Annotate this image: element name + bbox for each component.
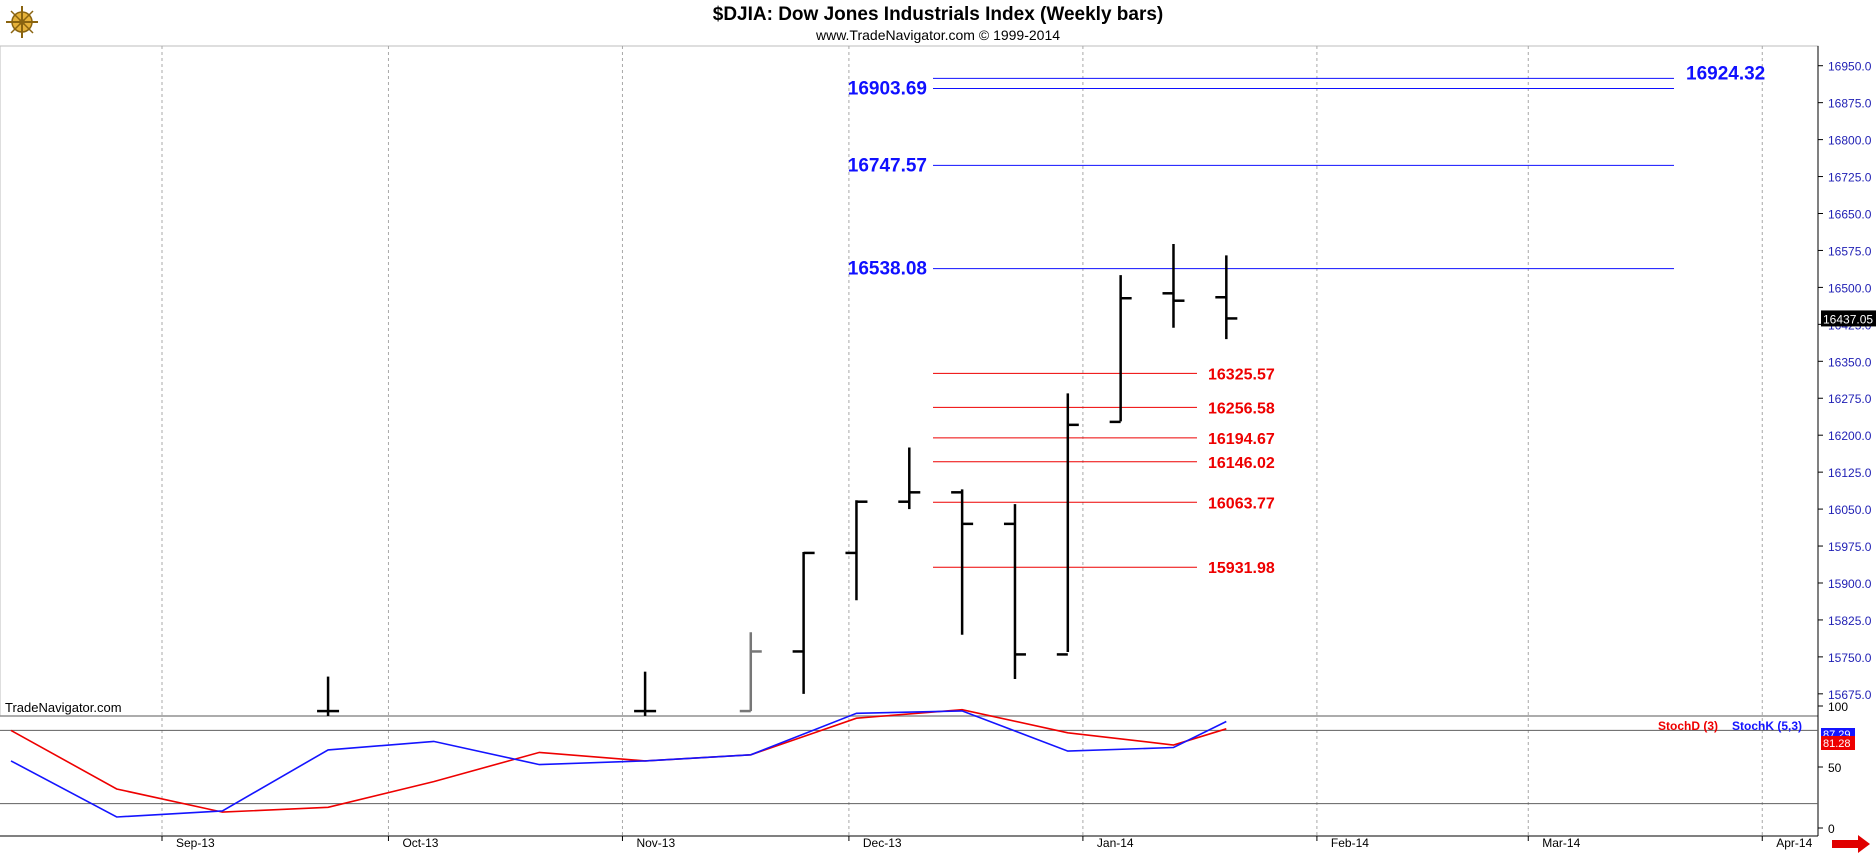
ohlc-bar <box>1215 255 1238 340</box>
resistance-label: 16747.57 <box>848 155 927 176</box>
ohlc-bar <box>1109 275 1132 424</box>
chart-title: $DJIA: Dow Jones Industrials Index (Week… <box>713 4 1164 25</box>
y-tick-label: 15675.0 <box>1828 688 1872 702</box>
stoch-y-tick-label: 0 <box>1828 822 1835 836</box>
price-axis: 16950.0 16875.0 16800.0 16725.0 16650.0 16575… <box>1818 60 1876 702</box>
stoch-y-tick-label: 100 <box>1828 700 1848 714</box>
stoch-series-line <box>10 710 1227 818</box>
stoch-y-tick-label: 50 <box>1828 761 1842 775</box>
y-tick-label: 16125.0 <box>1828 466 1872 480</box>
x-tick-label: Apr-14 <box>1776 836 1812 850</box>
y-tick-label: 16725.0 <box>1828 171 1872 185</box>
y-tick-label: 16650.0 <box>1828 208 1872 222</box>
price-levels: 16924.32 16903.69 16747.57 16538.08 16325.57… <box>848 63 1766 577</box>
stoch-series-line <box>10 708 1227 813</box>
ohlc-bar <box>1162 244 1185 328</box>
ohlc-bar <box>792 551 815 694</box>
y-tick-label: 16050.0 <box>1828 503 1872 517</box>
chart-subtitle: www.TradeNavigator.com © 1999-2014 <box>815 27 1060 43</box>
x-tick-label: Dec-13 <box>863 836 902 850</box>
x-tick-label: Oct-13 <box>402 836 438 850</box>
stoch-legend-label: StochD (3) <box>1658 719 1718 733</box>
y-tick-label: 16500.0 <box>1828 281 1872 295</box>
ohlc-bar <box>317 676 340 716</box>
ohlc-bar <box>845 500 868 601</box>
y-tick-label: 15750.0 <box>1828 651 1872 665</box>
resistance-label: 16903.69 <box>848 79 927 100</box>
ohlc-bar <box>634 671 657 716</box>
arrow-right-icon[interactable] <box>1832 835 1870 853</box>
ohlc-bars <box>317 244 1238 716</box>
y-tick-label: 16200.0 <box>1828 429 1872 443</box>
support-label: 15931.98 <box>1208 560 1275 577</box>
y-tick-label: 15975.0 <box>1828 540 1872 554</box>
stoch-d-value-box <box>1821 736 1855 750</box>
y-tick-label: 16950.0 <box>1828 60 1872 74</box>
resistance-label: 16538.08 <box>848 259 927 280</box>
support-label: 16194.67 <box>1208 431 1275 448</box>
y-tick-label: 16800.0 <box>1828 134 1872 148</box>
stoch-legend-label: StochK (5,3) <box>1732 719 1802 733</box>
resistance-label: 16924.32 <box>1686 63 1765 84</box>
ohlc-bar <box>739 632 762 713</box>
support-label: 16325.57 <box>1208 366 1275 383</box>
last-price-label: 16437.05 <box>1823 312 1873 326</box>
last-price-box <box>1821 310 1876 327</box>
ohlc-bar <box>1003 504 1026 680</box>
ohlc-bar <box>898 447 921 510</box>
x-tick-label: Feb-14 <box>1331 836 1369 850</box>
watermark: TradeNavigator.com <box>5 700 122 715</box>
y-tick-label: 15900.0 <box>1828 577 1872 591</box>
y-tick-label: 16275.0 <box>1828 392 1872 406</box>
compass-logo-icon <box>6 6 38 38</box>
ohlc-bar <box>1056 393 1079 656</box>
stoch-d-value: 81.28 <box>1823 738 1851 750</box>
support-label: 16063.77 <box>1208 495 1275 512</box>
x-tick-label: Jan-14 <box>1097 836 1134 850</box>
y-tick-label: 16575.0 <box>1828 244 1872 258</box>
x-tick-label: Nov-13 <box>636 836 675 850</box>
ohlc-bar <box>951 489 974 635</box>
price-panel <box>0 45 1819 717</box>
vertical-gridlines <box>161 46 1763 836</box>
y-tick-label: 15825.0 <box>1828 614 1872 628</box>
y-tick-label: 16350.0 <box>1828 355 1872 369</box>
support-label: 16146.02 <box>1208 455 1275 472</box>
y-tick-label: 16875.0 <box>1828 97 1872 111</box>
x-tick-label: Mar-14 <box>1542 836 1580 850</box>
support-label: 16256.58 <box>1208 400 1275 417</box>
date-axis: Sep-13 Oct-13 Nov-13 Dec-13 Jan-14 Feb-14 Mar-… <box>161 836 1813 850</box>
x-tick-label: Sep-13 <box>176 836 215 850</box>
